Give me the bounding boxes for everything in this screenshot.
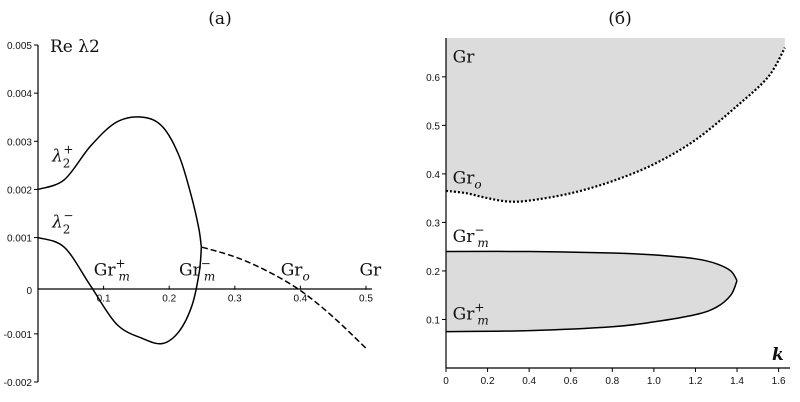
- panel-a-series: λ2+λ2−: [37, 116, 367, 349]
- panel-b-ytick-label: 0.5: [426, 121, 440, 132]
- panel-b-series-2-line: [445, 280, 738, 333]
- panel-a-annotation-0: Gr+ m: [94, 257, 130, 284]
- panel-a-series-0-label: λ2+: [51, 142, 73, 170]
- panel-a-annotation-0-sup: +: [115, 257, 125, 271]
- panel-a-annotations: Gr+ m Gr− m Gro Gr: [94, 257, 382, 284]
- panel-b-xlabel: k: [772, 345, 784, 365]
- panel-a-xtick-label: 0.5: [359, 294, 373, 305]
- panel-a-series-2-line: [201, 246, 367, 349]
- panel-a-ytick-label: 0.005: [7, 41, 32, 52]
- panel-a-ylabel: Re λ2: [50, 37, 100, 57]
- panel-a-ytick-label: 0.001: [7, 234, 32, 245]
- panel-a-series-0-label-sup: +: [63, 142, 73, 156]
- panel-a-ytick-label: 0.004: [7, 89, 32, 100]
- panel-b-annotation-3-sup: +: [474, 300, 484, 314]
- panel-a-xtick-label: 0.1: [97, 294, 111, 305]
- panel-a-ticks: 0.1 0.2 0.3 0.4 0.5 -0.002 -0.001 0.001 0.002 0.0…: [4, 41, 374, 389]
- panel-b-fills: [446, 38, 785, 332]
- panel-a-annotation-0-sub: m: [119, 270, 130, 284]
- panel-a-annotation-1: Gr− m: [179, 257, 215, 284]
- panel-b-title: (б): [608, 9, 632, 29]
- panel-b-xtick-label: 0: [443, 376, 449, 387]
- panel-b-annotation-2: Gr− m: [453, 223, 489, 250]
- panel-b-xtick-label: 0.8: [605, 376, 619, 387]
- panel-a-annotation-2: Gro: [281, 261, 310, 284]
- panel-a-series-1-label: λ2−: [51, 209, 73, 237]
- panel-b-annotation-3: Gr+ m: [453, 300, 489, 327]
- panel-b-xtick-label: 1.2: [689, 376, 703, 387]
- panel-a-ytick-label: -0.002: [4, 378, 33, 389]
- panel-a: (а) 0 0.1 0.2 0.3 0.4 0.5-0.002-0.0010.0010.…: [4, 9, 382, 389]
- panel-a-title: (а): [208, 9, 231, 29]
- panel-a-series-1-label-main: λ: [51, 213, 63, 233]
- panel-b-ytick-label: 0.3: [426, 218, 440, 229]
- panel-a-ytick-label: 0.002: [7, 185, 32, 196]
- panel-a-series-1-line: [37, 236, 203, 345]
- panel-a-origin-label: 0: [26, 286, 32, 297]
- panel-b-xtick-label: 0.6: [564, 376, 578, 387]
- panel-a-annotation-1-sub: m: [204, 270, 215, 284]
- panel-b-ticks: 0 0.2 0.4 0.6 0.8 1.0 1.2 1.4 1.6 0.1 0.2 0.3 0.4 0.5…: [426, 73, 786, 387]
- panel-b-ytick-label: 0.4: [426, 170, 440, 181]
- panel-b-annotation-3-sub: m: [477, 313, 488, 327]
- panel-a-series-1-label-sub: 2: [63, 223, 71, 237]
- panel-a-series-0-label-sub: 2: [63, 156, 71, 170]
- panel-b-ytick-label: 0.1: [426, 315, 440, 326]
- panel-a-ytick-label: 0.003: [7, 137, 32, 148]
- panel-b-xtick-label: 0.2: [481, 376, 495, 387]
- panel-b-xtick-label: 0.4: [522, 376, 536, 387]
- panel-b-annotation-2-sup: −: [474, 223, 484, 237]
- panel-a-series-1-label-sup: −: [63, 209, 73, 223]
- panel-b-series-0-line: [445, 47, 786, 203]
- panel-b-ytick-label: 0.2: [426, 267, 440, 278]
- panel-b-xtick-label: 1.0: [647, 376, 661, 387]
- panel-b-ytick-label: 0.6: [426, 73, 440, 84]
- panel-b: (б) 0 0.2 0.4 0.6 0.8 1.0 1.2 1.4 1.6 0.1 0.2 0.3 0.…: [426, 9, 790, 387]
- panel-b-annotation-0: Gr: [453, 47, 476, 67]
- panel-a-xtick-label: 0.4: [293, 294, 307, 305]
- panel-a-annotation-1-sup: −: [201, 257, 211, 271]
- panel-b-upper-region: [446, 38, 785, 202]
- panel-b-annotation-1-sub: o: [474, 178, 481, 192]
- panel-b-xtick-label: 1.6: [772, 376, 786, 387]
- panel-b-annotation-1: Gro: [453, 169, 482, 192]
- panel-a-annotation-2-sub: o: [302, 270, 309, 284]
- panel-a-series-0-line: [37, 116, 203, 248]
- panel-a-ytick-label: -0.001: [4, 330, 33, 341]
- panel-b-annotations: Gr Gro Gr− m Gr+ m: [453, 47, 489, 327]
- panel-b-series-1-line: [445, 250, 738, 282]
- panel-a-annotation-3: Gr: [359, 261, 382, 281]
- panel-b-series: [445, 47, 786, 333]
- panel-b-xtick-label: 1.4: [730, 376, 744, 387]
- panel-a-xtick-label: 0.3: [228, 294, 242, 305]
- panel-b-annotation-2-sub: m: [477, 236, 488, 250]
- panel-a-xtick-label: 0.2: [162, 294, 176, 305]
- panel-b-lower-region: [446, 251, 738, 332]
- panel-a-series-0-label-main: λ: [51, 146, 63, 166]
